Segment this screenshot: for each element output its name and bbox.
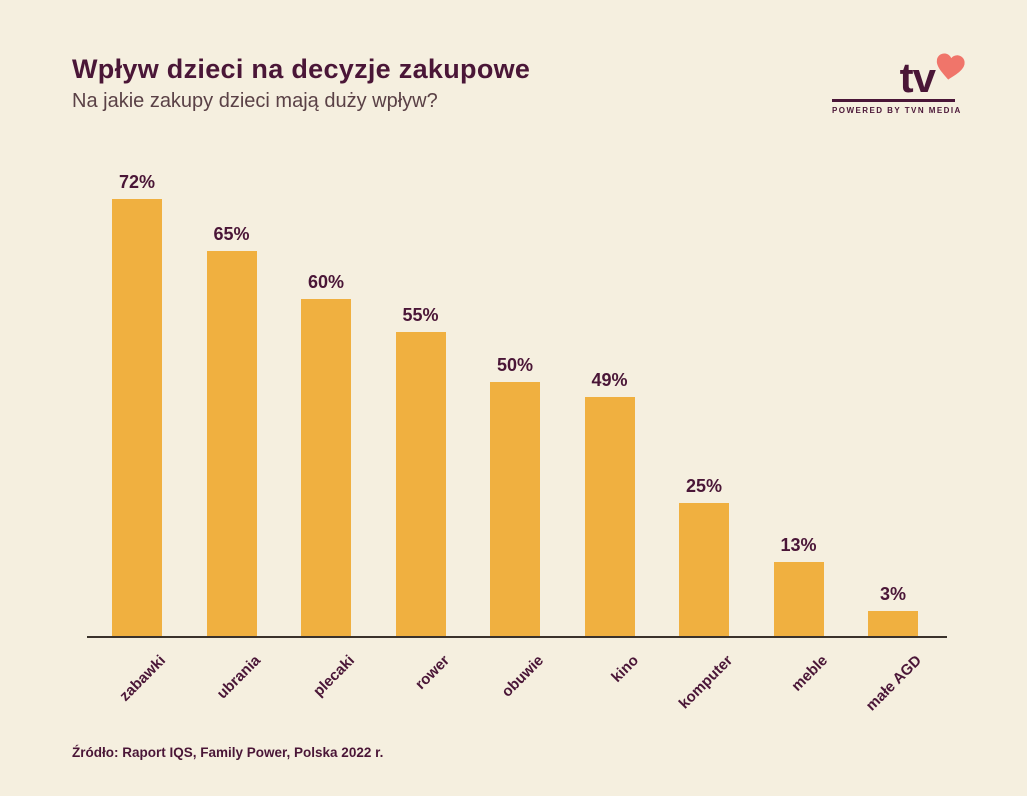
bar-value-label: 50% (496, 355, 534, 375)
tv-wordmark: tv (899, 54, 936, 101)
logo-divider-line (832, 99, 955, 102)
bar-value-label: 25% (685, 476, 723, 496)
bar-ubrania (206, 251, 257, 636)
bar-zabawki (112, 199, 162, 636)
bar-plecaki (301, 299, 351, 636)
page-title: Wpływ dzieci na decyzje zakupowe (72, 54, 531, 84)
bar-meble (773, 562, 824, 636)
bar-value-label: 49% (591, 370, 628, 390)
bar-obuwie (490, 382, 540, 636)
logo-tagline: POWERED BY TVN MEDIA (832, 106, 962, 115)
source-note: Źródło: Raport IQS, Family Power, Polska… (72, 745, 384, 760)
bar-value-label: 72% (118, 172, 156, 192)
bar-value-label: 3% (879, 584, 906, 604)
bar-value-label: 13% (780, 535, 817, 555)
bar-małe AGD (868, 611, 918, 636)
bar-value-label: 55% (402, 305, 439, 325)
bar-rower (395, 332, 446, 636)
bar-value-label: 65% (213, 224, 250, 244)
bar-value-label: 60% (307, 272, 345, 292)
page-subtitle: Na jakie zakupy dzieci mają duży wpływ? (72, 90, 438, 112)
bar-kino (584, 397, 635, 636)
tvn-media-logo: tv POWERED BY TVN MEDIA (820, 50, 970, 125)
heart-icon (936, 53, 965, 80)
x-axis-line (87, 636, 947, 638)
bar-komputer (679, 503, 729, 636)
